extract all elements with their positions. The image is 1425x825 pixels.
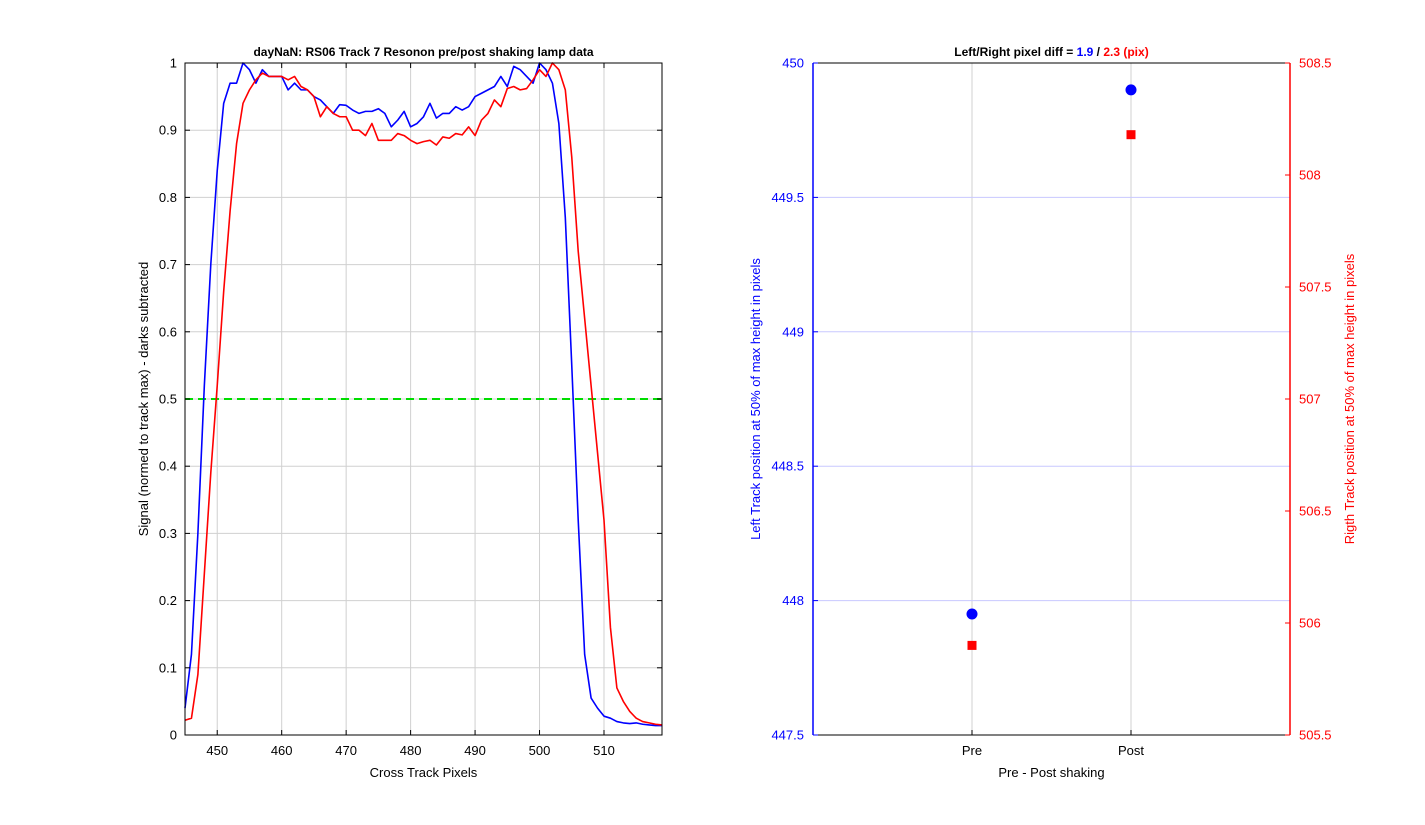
right-x-tick-label: Post bbox=[1118, 743, 1144, 758]
left-x-axis-label: Cross Track Pixels bbox=[370, 765, 478, 780]
right-track-point-post bbox=[1126, 130, 1136, 140]
left-y-axis-label: Signal (normed to track max) - darks sub… bbox=[136, 262, 151, 537]
right-left-y-axis-label: Left Track position at 50% of max height… bbox=[748, 258, 763, 540]
right-right-y-tick-label: 508.5 bbox=[1299, 56, 1332, 71]
left-y-tick-label: 0.4 bbox=[159, 459, 177, 474]
left-y-tick-label: 0 bbox=[170, 728, 177, 743]
left-x-tick-label: 500 bbox=[529, 743, 551, 758]
left-series-group bbox=[184, 62, 663, 727]
right-left-y-tick-label: 450 bbox=[782, 56, 804, 71]
right-left-y-tick-label: 447.5 bbox=[771, 728, 804, 743]
right-right-y-tick-label: 506 bbox=[1299, 616, 1321, 631]
series-line-red bbox=[184, 62, 663, 726]
right-left-y-tick-label: 449 bbox=[782, 324, 804, 339]
left-x-tick-label: 480 bbox=[400, 743, 422, 758]
left-track-point-pre bbox=[966, 608, 978, 620]
right-track-point-pre bbox=[967, 640, 977, 650]
right-marks-group bbox=[966, 84, 1137, 650]
right-right-y-tick-label: 507 bbox=[1299, 392, 1321, 407]
left-chart: 450 460 470 480 490 500 510 0 0.1 0.2 0.3 0.4 0.5 0.6… bbox=[136, 45, 663, 780]
left-x-tick-label: 450 bbox=[206, 743, 228, 758]
right-right-y-tick-label: 506.5 bbox=[1299, 504, 1332, 519]
left-y-tick-label: 0.2 bbox=[159, 593, 177, 608]
left-x-tick-label: 470 bbox=[335, 743, 357, 758]
left-y-tick-label: 0.1 bbox=[159, 660, 177, 675]
left-ticks: 450 460 470 480 490 500 510 0 0.1 0.2 0.3 0.4 0.5 0.6… bbox=[159, 56, 662, 758]
left-y-tick-label: 0.8 bbox=[159, 190, 177, 205]
left-y-tick-label: 0.7 bbox=[159, 257, 177, 272]
left-chart-title: dayNaN: RS06 Track 7 Resonon pre/post sh… bbox=[253, 45, 593, 59]
left-x-tick-label: 490 bbox=[464, 743, 486, 758]
right-x-tick-label: Pre bbox=[962, 743, 982, 758]
right-ticks: Pre Post 447.5 448 448.5 449 449.5 450 505.5 506 5… bbox=[771, 56, 1331, 759]
right-left-y-tick-label: 448.5 bbox=[771, 459, 804, 474]
left-y-tick-label: 0.5 bbox=[159, 392, 177, 407]
right-chart: Pre Post 447.5 448 448.5 449 449.5 450 505.5 506 5… bbox=[748, 45, 1357, 780]
right-right-y-tick-label: 508 bbox=[1299, 168, 1321, 183]
right-title-part-prefix: Left/Right pixel diff = bbox=[954, 45, 1076, 59]
right-right-y-tick-label: 507.5 bbox=[1299, 280, 1332, 295]
left-y-tick-label: 0.3 bbox=[159, 526, 177, 541]
right-left-y-tick-label: 448 bbox=[782, 593, 804, 608]
right-title-part-separator: / bbox=[1093, 45, 1103, 59]
right-right-y-axis-label: Rigth Track position at 50% of max heigh… bbox=[1342, 253, 1357, 544]
right-plot-area bbox=[813, 63, 1290, 735]
right-right-y-tick-label: 505.5 bbox=[1299, 728, 1332, 743]
right-title-part-right-diff: 2.3 (pix) bbox=[1103, 45, 1148, 59]
left-y-tick-label: 1 bbox=[170, 56, 177, 71]
right-chart-title: Left/Right pixel diff = 1.9 / 2.3 (pix) bbox=[954, 45, 1148, 59]
left-x-tick-label: 460 bbox=[271, 743, 293, 758]
left-y-tick-label: 0.9 bbox=[159, 123, 177, 138]
left-track-point-post bbox=[1125, 84, 1137, 96]
right-grid bbox=[813, 63, 1290, 735]
series-line-blue bbox=[184, 62, 662, 727]
right-title-part-left-diff: 1.9 bbox=[1077, 45, 1094, 59]
right-left-y-tick-label: 449.5 bbox=[771, 190, 804, 205]
left-y-tick-label: 0.6 bbox=[159, 324, 177, 339]
left-x-tick-label: 510 bbox=[593, 743, 615, 758]
right-x-axis-label: Pre - Post shaking bbox=[998, 765, 1104, 780]
